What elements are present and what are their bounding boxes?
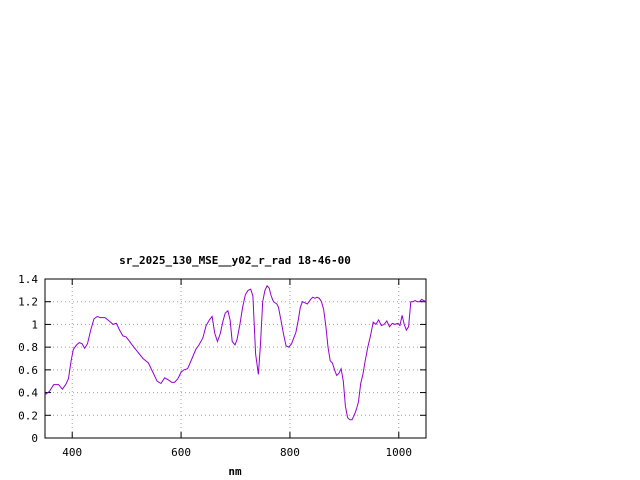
x-axis: 400 600 800 1000 [62,279,412,459]
y-axis: 0 0.2 0.4 0.6 0.8 1 1.2 1.4 [18,273,426,445]
y-tick-label: 1 [31,318,38,331]
y-tick-label: 0.6 [18,364,38,377]
y-tick-label: 1.4 [18,273,38,286]
y-tick-label: 0 [31,432,38,445]
spectrum-line [44,284,427,421]
grid-lines [45,279,426,438]
chart-title: sr_2025_130_MSE__y02_r_rad 18-46-00 [119,254,351,267]
x-axis-title: nm [228,465,242,478]
y-tick-label: 0.2 [18,409,38,422]
y-tick-label: 0.8 [18,341,38,354]
plot-frame [44,278,427,439]
x-tick-label: 600 [171,446,191,459]
x-tick-label: 400 [62,446,82,459]
y-tick-label: 0.4 [18,387,38,400]
x-tick-label: 800 [280,446,300,459]
y-tick-label: 1.2 [18,296,38,309]
x-tick-label: 1000 [386,446,413,459]
